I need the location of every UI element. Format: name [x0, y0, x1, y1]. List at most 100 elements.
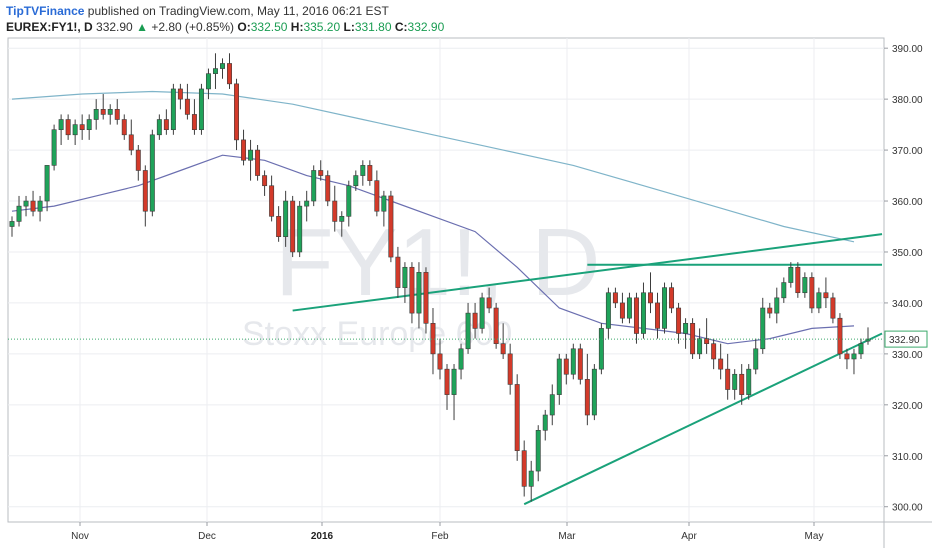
candle	[276, 206, 282, 242]
candle	[563, 353, 569, 385]
candle-body	[598, 328, 604, 370]
candle-body	[697, 338, 703, 355]
candle-body	[633, 297, 639, 334]
watermark-symbol: FY1!, D	[275, 209, 600, 316]
candle	[851, 348, 857, 375]
close-value: 332.90	[407, 20, 445, 34]
x-tick-label: Mar	[558, 531, 576, 542]
candle-body	[746, 368, 752, 395]
candle	[360, 160, 366, 186]
trendlines	[292, 233, 883, 506]
candle-body	[767, 307, 773, 314]
symbol-name[interactable]: EUREX:FY1!, D	[6, 20, 93, 34]
candle	[570, 343, 576, 380]
candle-body	[346, 185, 352, 217]
candle-body	[332, 200, 338, 222]
candle	[86, 114, 92, 140]
moving-average-slow	[11, 90, 855, 243]
candle-body	[367, 165, 373, 181]
candle	[72, 119, 78, 145]
candle-body	[549, 394, 555, 416]
candle	[577, 343, 583, 385]
candle	[381, 190, 387, 227]
candle	[725, 353, 731, 400]
trendline	[292, 233, 883, 312]
candle-body	[704, 338, 710, 344]
open-value: 332.50	[250, 20, 288, 34]
candle-body	[297, 205, 303, 253]
candle	[220, 58, 225, 79]
candle-body	[121, 119, 127, 136]
y-tick-label: 370.00	[892, 146, 923, 157]
up-arrow-icon: ▲	[136, 20, 148, 34]
published-text: published on TradingView.com, May 11, 20…	[84, 4, 389, 18]
candle	[121, 114, 127, 140]
candle-body	[213, 68, 218, 74]
candle-body	[430, 323, 436, 355]
candle-body	[23, 200, 29, 207]
candle	[662, 282, 667, 334]
candle	[304, 190, 310, 222]
candle-body	[823, 292, 829, 299]
candle-body	[423, 272, 429, 324]
candle-body	[227, 63, 232, 85]
time-axis[interactable]: Nov Dec 2016 Feb Mar Apr May	[71, 522, 823, 542]
high-value: 335.20	[303, 20, 341, 34]
candle	[683, 318, 689, 349]
candle-body	[142, 170, 148, 212]
candle	[269, 175, 275, 222]
candle	[191, 99, 197, 135]
candle-body	[865, 338, 871, 342]
candle	[409, 262, 415, 324]
publisher-link[interactable]: TipTVFinance	[6, 4, 85, 18]
price-axis[interactable]: 300.00 310.00 320.00 330.00 340.00 350.00 360.…	[884, 44, 923, 514]
ma-slow-line	[11, 90, 855, 243]
candle	[802, 272, 808, 298]
candle	[437, 338, 443, 380]
candle	[177, 83, 183, 110]
candle	[655, 292, 660, 339]
candle-body	[283, 200, 289, 237]
candle	[612, 287, 618, 309]
symbol-info: EUREX:FY1!, D 332.90 ▲ +2.80 (+0.85%) O:…	[6, 20, 444, 34]
candle-body	[220, 63, 225, 69]
candle-body	[381, 195, 387, 212]
last-price: 332.90	[96, 20, 133, 34]
candle-body	[753, 348, 759, 370]
candle	[353, 170, 359, 191]
x-tick-label: Feb	[431, 531, 449, 542]
candle-body	[718, 358, 724, 370]
candle	[823, 277, 829, 309]
candle	[844, 348, 850, 370]
candle-body	[458, 348, 464, 370]
candle	[809, 272, 815, 314]
candle-body	[191, 114, 197, 131]
candle-body	[809, 277, 815, 309]
candle-body	[683, 323, 689, 334]
candle-body	[521, 450, 527, 487]
candle	[648, 272, 653, 314]
candle-body	[30, 200, 36, 212]
last-price-tag	[884, 330, 928, 348]
candle-body	[163, 119, 169, 131]
candle	[746, 364, 752, 400]
candle-body	[72, 124, 78, 136]
candle-body	[184, 98, 190, 115]
y-tick-label: 320.00	[892, 401, 923, 412]
candle-body	[114, 109, 120, 120]
candle-body	[570, 348, 576, 375]
candle	[858, 338, 864, 359]
grid	[7, 37, 932, 548]
candle-body	[655, 302, 660, 329]
candle	[149, 129, 155, 217]
trendline	[523, 332, 883, 506]
candle	[619, 292, 625, 324]
candle-body	[739, 373, 745, 395]
candle-body	[774, 297, 780, 314]
y-tick-label: 360.00	[892, 197, 923, 208]
x-tick-label: 2016	[311, 531, 334, 542]
candle	[605, 287, 611, 339]
candle	[739, 364, 745, 405]
candle-body	[619, 302, 625, 319]
candle-body	[732, 373, 738, 390]
